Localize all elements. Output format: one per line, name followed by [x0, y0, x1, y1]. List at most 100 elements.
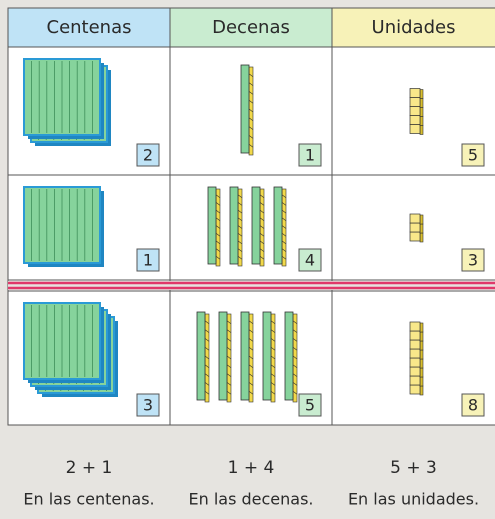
sum-label: En las decenas. — [188, 490, 313, 509]
cube-side — [419, 98, 424, 108]
cube-side — [419, 125, 424, 135]
cube-face — [409, 97, 421, 107]
rods — [240, 64, 254, 156]
rod-hatch — [259, 240, 265, 245]
number-label: 8 — [468, 396, 478, 415]
rod-hatch — [248, 390, 254, 395]
cube-side — [419, 385, 424, 396]
rod-hatch — [248, 99, 254, 104]
number-box — [461, 248, 485, 272]
cube-side — [419, 367, 424, 378]
rod-hatch — [281, 240, 287, 245]
rod-hatch — [204, 373, 210, 377]
rod-hatch — [292, 373, 298, 377]
rod-face — [218, 311, 228, 401]
column-header: Centenas — [47, 17, 132, 38]
header-cell — [8, 8, 170, 47]
rod-hatch — [259, 225, 265, 229]
number-box — [298, 248, 322, 272]
rod-hatch — [248, 373, 254, 377]
rod-hatch — [292, 382, 298, 386]
rod-face — [240, 311, 250, 401]
rod-hatch — [226, 338, 232, 342]
rod-hatch — [281, 248, 287, 252]
cube-face — [409, 124, 421, 134]
rod-hatch — [226, 355, 232, 360]
cube-face — [409, 348, 421, 359]
rod-side — [259, 188, 265, 267]
rod-side — [204, 313, 210, 403]
rod-hatch — [248, 382, 254, 386]
rod-hatch — [226, 382, 232, 386]
rod-hatch — [215, 256, 221, 260]
column-header: Decenas — [212, 17, 290, 38]
rod-hatch — [215, 225, 221, 229]
rod-hatch — [292, 364, 298, 369]
rod-hatch — [215, 248, 221, 252]
rod-hatch — [237, 248, 243, 252]
rod-hatch — [237, 232, 243, 237]
rod-hatch — [215, 209, 221, 214]
rod-hatch — [248, 91, 254, 95]
cube-side — [419, 116, 424, 126]
rod-hatch — [248, 135, 254, 139]
number-label: 5 — [468, 146, 478, 165]
column-header: Unidades — [372, 17, 456, 38]
cube-side — [419, 349, 424, 360]
cubes — [409, 213, 424, 243]
rod-hatch — [270, 373, 276, 377]
rod-hatch — [270, 320, 276, 325]
cube-face — [409, 339, 421, 350]
rod-hatch — [248, 320, 254, 325]
rod-hatch — [248, 355, 254, 360]
rod-hatch — [237, 217, 243, 222]
separator-gap — [8, 281, 495, 290]
rod-hatch — [226, 364, 232, 369]
rod-hatch — [270, 382, 276, 386]
rod-side — [237, 188, 243, 267]
rod-hatch — [259, 194, 265, 198]
flats — [23, 58, 111, 146]
rod-face — [196, 311, 206, 401]
cube-side — [419, 214, 424, 225]
sum-expression: 1 + 4 — [228, 458, 275, 478]
rods — [196, 311, 298, 403]
cube-side — [419, 232, 424, 243]
sum-label: En las unidades. — [348, 490, 479, 509]
rod-hatch — [204, 346, 210, 351]
rod-hatch — [259, 209, 265, 214]
rod-side — [248, 313, 254, 403]
number-box — [298, 393, 322, 417]
number-box — [136, 393, 160, 417]
rod-hatch — [270, 355, 276, 360]
number-label: 1 — [305, 146, 315, 165]
rod-hatch — [248, 346, 254, 351]
cube-side — [419, 358, 424, 369]
sum-expression: 2 + 1 — [66, 458, 113, 478]
rod-hatch — [226, 320, 232, 325]
rod-hatch — [215, 217, 221, 222]
rod-side — [248, 66, 254, 156]
cube-face — [409, 357, 421, 368]
number-box — [461, 393, 485, 417]
rod-hatch — [248, 126, 254, 130]
number-box — [136, 248, 160, 272]
rod-hatch — [248, 338, 254, 342]
rod-hatch — [204, 338, 210, 342]
rod-hatch — [281, 256, 287, 260]
header-cell — [170, 8, 332, 47]
rod-hatch — [292, 338, 298, 342]
rod-hatch — [215, 232, 221, 237]
rod-hatch — [248, 364, 254, 369]
cubes — [409, 321, 424, 396]
flats — [23, 302, 118, 397]
number-box — [298, 143, 322, 167]
rod-hatch — [259, 217, 265, 222]
rod-hatch — [281, 209, 287, 214]
rod-hatch — [270, 390, 276, 395]
cube-face — [409, 384, 421, 395]
rod-hatch — [237, 240, 243, 245]
rod-hatch — [270, 346, 276, 351]
rod-hatch — [281, 217, 287, 222]
